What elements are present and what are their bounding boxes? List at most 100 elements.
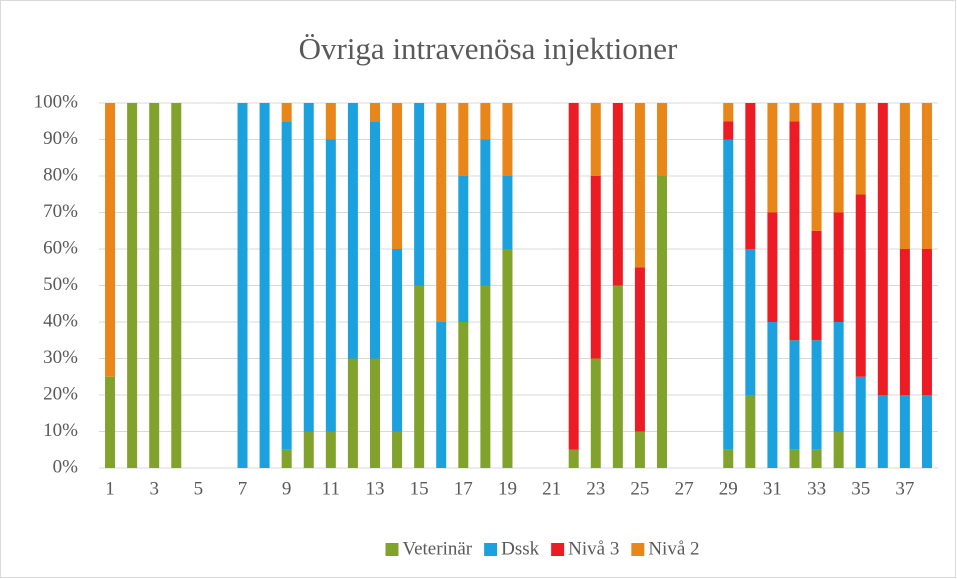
bar-segment — [392, 249, 403, 432]
bar-segment — [833, 103, 844, 213]
bar-segment — [855, 103, 866, 195]
x-tick-label: 9 — [282, 478, 292, 499]
x-tick-label: 11 — [322, 478, 340, 499]
bar-segment — [127, 103, 138, 468]
x-tick-label: 7 — [238, 478, 248, 499]
y-tick-label: 100% — [34, 91, 79, 112]
bar-segment — [877, 395, 888, 468]
bar-segment — [237, 103, 248, 468]
y-tick-label: 40% — [43, 310, 78, 331]
bar-segment — [369, 358, 380, 468]
bar-segment — [392, 103, 403, 249]
x-tick-label: 1 — [105, 478, 115, 499]
bar-segment — [590, 176, 601, 359]
x-tick-label: 21 — [542, 478, 561, 499]
bar-segment — [105, 103, 116, 377]
bar-segment — [436, 103, 447, 322]
x-tick-label: 37 — [895, 478, 914, 499]
bar-segment — [811, 103, 822, 231]
bar-segment — [855, 194, 866, 377]
bar-segment — [502, 176, 513, 249]
bar-segment — [723, 449, 734, 468]
y-tick-label: 60% — [43, 237, 78, 258]
x-tick-label: 5 — [194, 478, 204, 499]
bar-segment — [921, 103, 932, 249]
bar-segment — [436, 322, 447, 468]
bar-segment — [568, 449, 579, 468]
bar-segment — [634, 267, 645, 432]
y-tick-label: 50% — [43, 274, 78, 295]
legend-swatch — [385, 543, 399, 556]
bar-segment — [105, 376, 116, 468]
bar-segment — [634, 431, 645, 468]
bar-segment — [789, 121, 800, 341]
bar-segment — [369, 121, 380, 359]
legend-label: Nivå 3 — [568, 538, 619, 559]
y-tick-label: 20% — [43, 383, 78, 404]
bar-segment — [657, 103, 668, 176]
bar-segment — [480, 285, 491, 468]
bar-segment — [811, 340, 822, 450]
bar-segment — [369, 103, 380, 122]
chart-title: Övriga intravenösa injektioner — [299, 31, 678, 66]
bar-segment — [921, 249, 932, 395]
bar-segment — [590, 358, 601, 468]
bar-segment — [634, 103, 645, 268]
bar-segment — [568, 103, 579, 450]
bar-segment — [767, 212, 778, 322]
bar-segment — [767, 322, 778, 468]
x-tick-label: 19 — [498, 478, 517, 499]
y-tick-label: 30% — [43, 347, 78, 368]
bar-segment — [590, 103, 601, 176]
bar-segment — [347, 103, 358, 359]
bar-segment — [347, 358, 358, 468]
bar-segment — [833, 431, 844, 468]
bar-segment — [171, 103, 182, 468]
legend-label: Veterinär — [402, 538, 472, 559]
y-tick-label: 90% — [43, 128, 78, 149]
bar-segment — [723, 103, 734, 122]
bar-segment — [458, 103, 469, 176]
bar-segment — [789, 449, 800, 468]
bar-segment — [745, 395, 756, 468]
bar-segment — [414, 103, 425, 286]
bar-segment — [899, 249, 910, 395]
bar-segment — [877, 103, 888, 395]
bar-segment — [811, 449, 822, 468]
bar-segment — [657, 176, 668, 468]
bar-segment — [745, 249, 756, 395]
bar-segment — [502, 103, 513, 176]
bar-segment — [833, 322, 844, 432]
x-tick-label: 13 — [365, 478, 384, 499]
bar-segment — [745, 103, 756, 249]
x-tick-label: 31 — [763, 478, 782, 499]
x-tick-label: 33 — [807, 478, 826, 499]
y-tick-label: 70% — [43, 201, 78, 222]
legend-label: Nivå 2 — [648, 538, 699, 559]
bar-segment — [480, 103, 491, 140]
x-tick-label: 15 — [410, 478, 429, 499]
bar-segment — [281, 449, 292, 468]
bar-segment — [723, 121, 734, 140]
legend-swatch — [631, 543, 645, 556]
x-tick-label: 3 — [149, 478, 159, 499]
legend-swatch — [484, 543, 498, 556]
x-tick-label: 35 — [851, 478, 870, 499]
bar-segment — [480, 139, 491, 286]
bar-segment — [392, 431, 403, 468]
bar-segment — [325, 103, 336, 140]
bar-segment — [767, 103, 778, 213]
bar-segment — [723, 139, 734, 450]
bar-segment — [458, 176, 469, 322]
bar-segment — [414, 285, 425, 468]
bar-segment — [325, 139, 336, 432]
bar-segment — [811, 230, 822, 341]
legend-label: Dssk — [501, 538, 540, 559]
y-tick-label: 80% — [43, 164, 78, 185]
y-tick-label: 0% — [53, 456, 79, 477]
x-tick-label: 25 — [630, 478, 649, 499]
bar-segment — [899, 395, 910, 468]
x-tick-label: 23 — [586, 478, 605, 499]
